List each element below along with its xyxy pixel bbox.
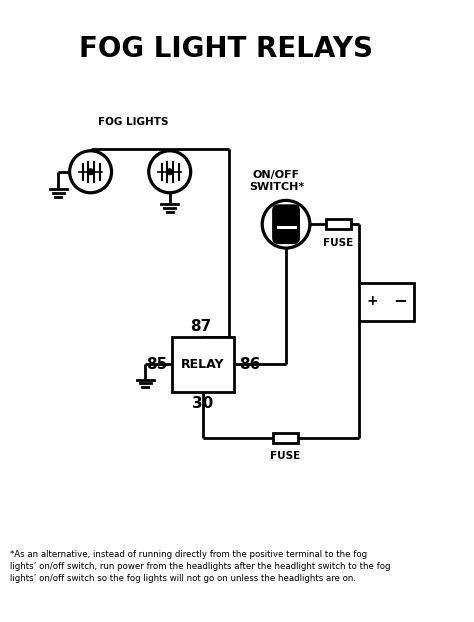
Bar [273,433,298,443]
Text: 85: 85 [146,357,167,372]
Bar [172,337,234,392]
Text: *As an alternative, instead of running directly from the positive terminal to th: *As an alternative, instead of running d… [9,550,390,583]
Text: −: − [393,292,407,310]
Text: 30: 30 [192,396,214,411]
Bar [358,284,414,322]
Circle shape [87,169,94,175]
Text: FUSE: FUSE [323,238,354,248]
Text: 86: 86 [239,357,260,372]
Text: 87: 87 [191,319,212,334]
Text: +: + [366,294,378,307]
Text: FOG LIGHT RELAYS: FOG LIGHT RELAYS [79,35,373,63]
Text: FUSE: FUSE [271,451,301,461]
Bar [326,220,351,229]
Text: FOG LIGHTS: FOG LIGHTS [98,117,169,127]
Circle shape [166,169,173,175]
Text: ON/OFF
SWITCH*: ON/OFF SWITCH* [249,170,304,192]
Text: RELAY: RELAY [182,358,225,371]
FancyBboxPatch shape [272,204,300,244]
